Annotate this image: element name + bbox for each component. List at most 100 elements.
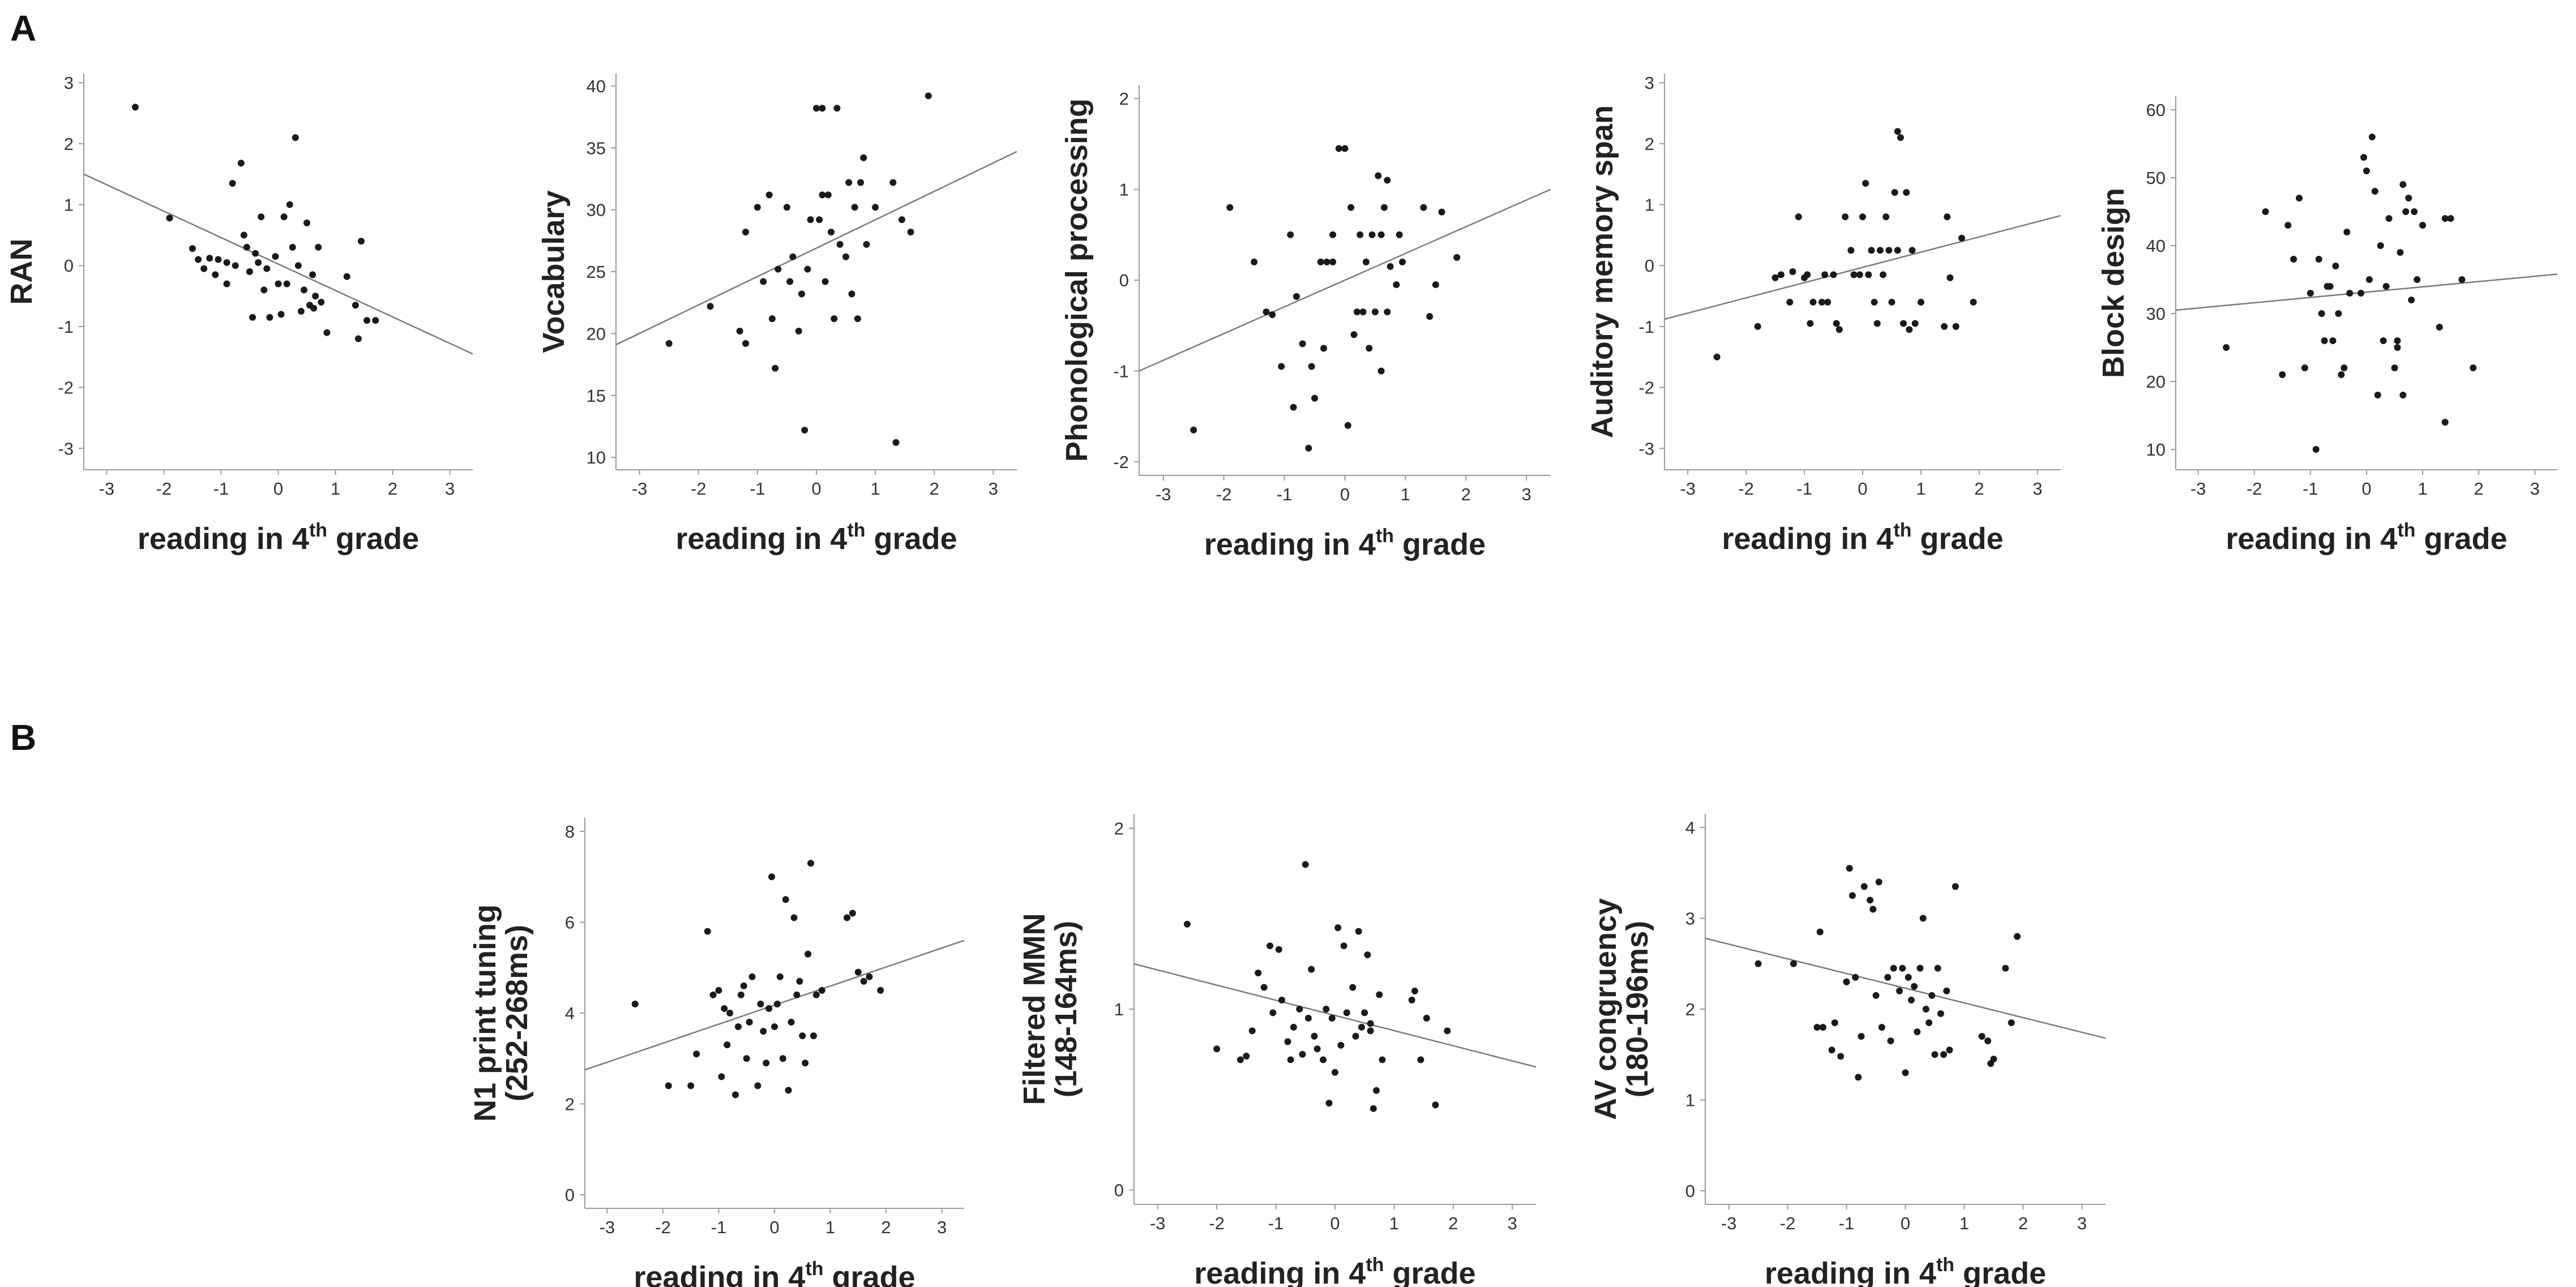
data-point <box>2312 446 2320 453</box>
x-tick-label: -3 <box>1721 1213 1737 1233</box>
x-tick-label: 3 <box>2077 1213 2087 1233</box>
data-point <box>1860 883 1868 890</box>
y-axis-title: Auditory memory span <box>1585 105 1619 438</box>
data-point <box>1818 298 1825 306</box>
data-point <box>799 1032 806 1040</box>
data-point <box>1868 247 1875 254</box>
data-point <box>1819 1024 1826 1031</box>
data-point <box>206 255 213 262</box>
data-point <box>1266 942 1274 950</box>
data-point <box>1917 298 1924 306</box>
x-tick-label: -1 <box>1839 1213 1855 1233</box>
data-point <box>2458 276 2466 283</box>
data-point <box>807 216 814 224</box>
data-point <box>1846 865 1853 872</box>
y-axis-title-line2: (148-164ms) <box>1049 921 1083 1097</box>
data-point <box>246 268 253 275</box>
y-axis-title: N1 print tuning <box>468 904 502 1122</box>
data-point <box>819 191 826 199</box>
data-point <box>363 317 371 324</box>
x-tick-label: -3 <box>1680 479 1696 499</box>
data-point <box>1344 422 1351 429</box>
data-point <box>252 250 259 257</box>
x-tick-label: 2 <box>1448 1213 1458 1233</box>
x-tick-label: 0 <box>769 1217 779 1237</box>
data-point <box>2315 256 2322 263</box>
data-point <box>1380 204 1388 211</box>
data-point <box>857 179 865 186</box>
data-point <box>372 317 379 324</box>
data-point <box>1828 1046 1835 1054</box>
data-point <box>1453 254 1461 261</box>
x-tick-label: -3 <box>1150 1213 1166 1233</box>
data-point <box>763 1059 770 1067</box>
data-point <box>704 928 711 935</box>
data-point <box>1302 861 1309 868</box>
data-point <box>2363 168 2370 174</box>
data-point <box>1940 1051 1948 1058</box>
regression-line <box>1705 937 2106 1039</box>
data-point <box>1287 231 1294 238</box>
data-point <box>1328 1014 1336 1022</box>
data-point <box>742 340 750 347</box>
x-axis-title: reading in 4th grade <box>675 520 957 556</box>
x-tick-label: 2 <box>930 479 939 499</box>
scatter-plot-7: -3 -2 -1 0 1 2 3 0 1 2 reading in 4th grade Filtere… <box>1017 814 1537 1287</box>
data-point <box>1308 363 1315 370</box>
x-tick-label: 1 <box>1959 1213 1969 1233</box>
data-point <box>1352 1032 1359 1040</box>
y-tick-label: 8 <box>565 822 575 842</box>
data-point <box>1366 345 1373 352</box>
data-point <box>1357 231 1364 238</box>
data-point <box>1833 320 1840 327</box>
data-point <box>1367 1027 1374 1035</box>
data-point <box>1377 231 1385 238</box>
x-tick-label: 1 <box>1401 484 1410 504</box>
x-tick-label: 3 <box>1508 1213 1517 1233</box>
data-point <box>2008 1019 2015 1027</box>
data-point <box>786 278 794 285</box>
data-point <box>813 105 820 112</box>
x-axis-title-main: reading in 4 <box>1765 1256 1936 1287</box>
y-tick-label: -1 <box>1638 317 1654 337</box>
data-point <box>854 315 861 323</box>
x-axis-title: reading in 4th grade <box>138 520 419 556</box>
data-point <box>1248 1027 1256 1035</box>
scatter-plot-2: -3 -2 -1 0 1 2 3 10 15 20 25 30 35 40 reading in 4th g… <box>537 74 1017 556</box>
x-axis-title-superscript: th <box>805 1258 823 1280</box>
data-point <box>746 1019 753 1026</box>
data-point <box>1236 1056 1244 1063</box>
data-point <box>1263 308 1270 316</box>
data-point <box>315 243 322 251</box>
data-point <box>2338 371 2345 378</box>
data-point <box>1275 946 1282 953</box>
x-tick-label: -2 <box>1780 1213 1796 1233</box>
data-point <box>1919 915 1927 922</box>
y-axis-title-line2: (180-196ms) <box>1620 921 1654 1097</box>
data-point <box>1804 271 1811 278</box>
data-point <box>2002 964 2009 972</box>
data-point <box>277 311 285 318</box>
data-point <box>1347 204 1355 211</box>
data-point <box>2411 208 2418 215</box>
data-point <box>2399 181 2407 188</box>
x-tick-label: -3 <box>632 479 648 499</box>
data-point <box>1903 189 1910 196</box>
x-tick-label: 3 <box>989 479 998 499</box>
data-point <box>1278 997 1286 1004</box>
y-tick-label: 15 <box>587 386 606 406</box>
data-point <box>2365 276 2373 283</box>
data-point <box>1859 213 1866 221</box>
x-axis-title-tail: grade <box>327 522 419 556</box>
data-point <box>2394 344 2401 351</box>
data-point <box>272 253 279 260</box>
data-point <box>1311 394 1319 402</box>
x-tick-label: -1 <box>1796 479 1812 499</box>
data-point <box>1343 1009 1350 1016</box>
x-axis-title-main: reading in 4 <box>1204 527 1376 561</box>
data-point <box>1417 1056 1424 1063</box>
data-point <box>1896 987 1903 994</box>
data-point <box>898 216 905 224</box>
data-point <box>1934 964 1941 972</box>
data-point <box>1852 973 1859 981</box>
